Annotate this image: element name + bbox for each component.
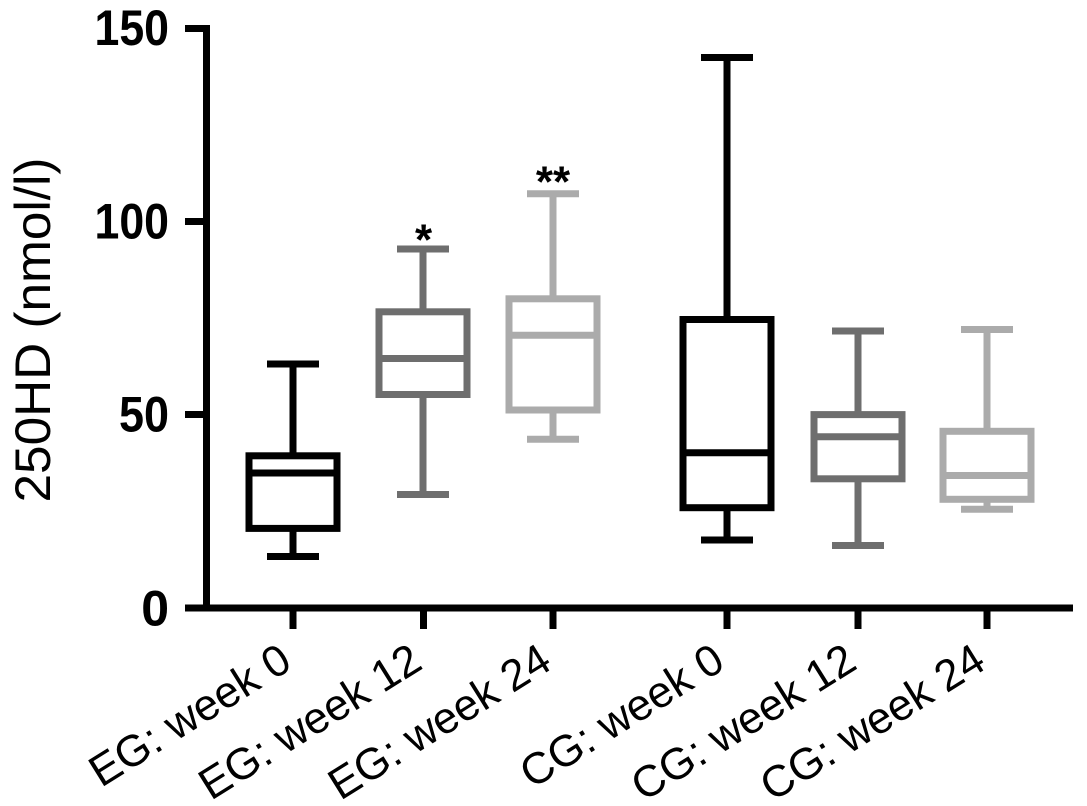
svg-text:250HD (nmol/l): 250HD (nmol/l) (5, 158, 61, 503)
svg-text:**: ** (536, 158, 571, 207)
svg-text:100: 100 (95, 194, 170, 250)
svg-text:*: * (415, 216, 433, 265)
svg-text:150: 150 (95, 0, 170, 56)
svg-text:50: 50 (119, 387, 169, 443)
svg-text:0: 0 (141, 581, 169, 637)
